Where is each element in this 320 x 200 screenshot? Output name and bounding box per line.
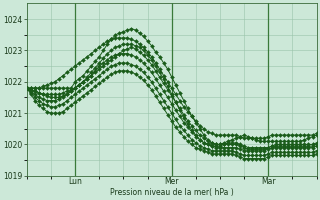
X-axis label: Pression niveau de la mer( hPa ): Pression niveau de la mer( hPa ) bbox=[110, 188, 234, 197]
